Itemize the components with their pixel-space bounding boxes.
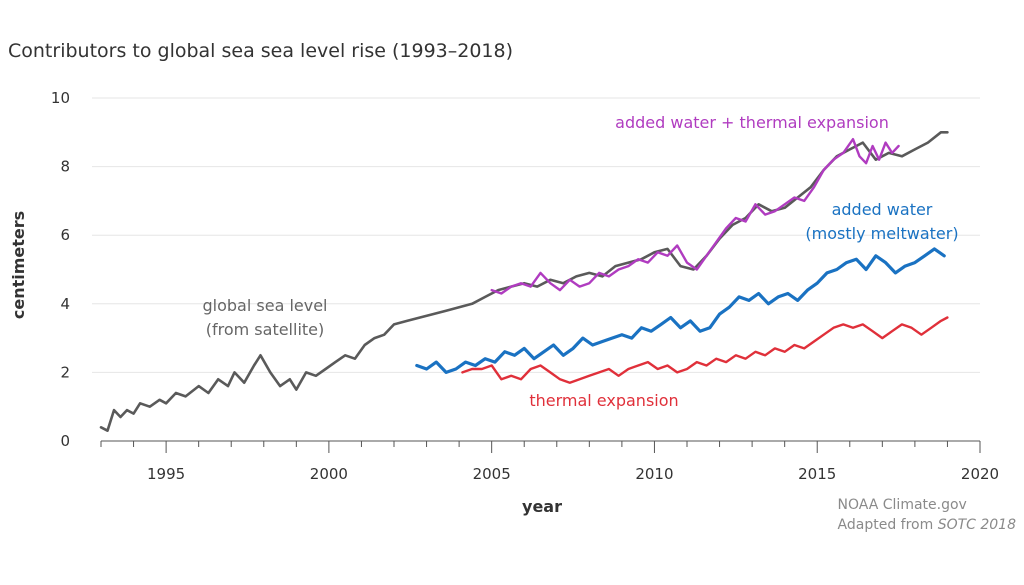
y-tick-label: 4 — [60, 295, 70, 313]
y-tick-label: 2 — [60, 363, 70, 381]
x-tick-label: 2020 — [961, 465, 999, 483]
x-axis: 1995 2000 2005 2010 2015 2020 — [100, 440, 999, 483]
y-tick-label: 0 — [60, 432, 70, 450]
credit-line-1: NOAA Climate.gov — [837, 497, 967, 513]
series-line-2 — [415, 247, 946, 374]
y-axis-title: centimeters — [9, 211, 28, 319]
series-labels: global sea level (from satellite) added wa… — [203, 113, 959, 410]
y-tick-label: 10 — [51, 89, 70, 107]
series-label-0: global sea level — [203, 296, 328, 315]
gridlines — [92, 97, 980, 373]
chart-title: Contributors to global sea sea level ris… — [8, 40, 514, 62]
x-axis-title: year — [522, 497, 562, 516]
credit-prefix: Adapted from — [837, 517, 938, 533]
x-tick-label: 2005 — [473, 465, 511, 483]
series-line-1 — [490, 137, 900, 295]
series-label-3: thermal expansion — [529, 391, 678, 410]
y-tick-label: 6 — [60, 226, 70, 244]
series-label-2: (mostly meltwater) — [805, 224, 958, 243]
credit-source: SOTC 2018 — [937, 517, 1016, 533]
y-tick-label: 8 — [60, 158, 70, 176]
series-lines — [99, 131, 949, 433]
x-tick-label: 2000 — [310, 465, 348, 483]
y-axis-ticks: 0 2 4 6 8 10 — [51, 89, 70, 450]
series-label-2: added water — [832, 200, 933, 219]
series-label-1: added water + thermal expansion — [615, 113, 889, 132]
x-tick-label: 2010 — [635, 465, 673, 483]
series-line-3 — [461, 316, 949, 384]
credit-line-2: Adapted from SOTC 2018 — [838, 515, 1016, 535]
series-label-0: (from satellite) — [206, 320, 325, 339]
source-credit: NOAA Climate.gov Adapted from SOTC 2018 — [838, 495, 1016, 535]
x-tick-label: 2015 — [798, 465, 836, 483]
x-tick-label: 1995 — [147, 465, 185, 483]
series-line-0 — [99, 131, 949, 433]
